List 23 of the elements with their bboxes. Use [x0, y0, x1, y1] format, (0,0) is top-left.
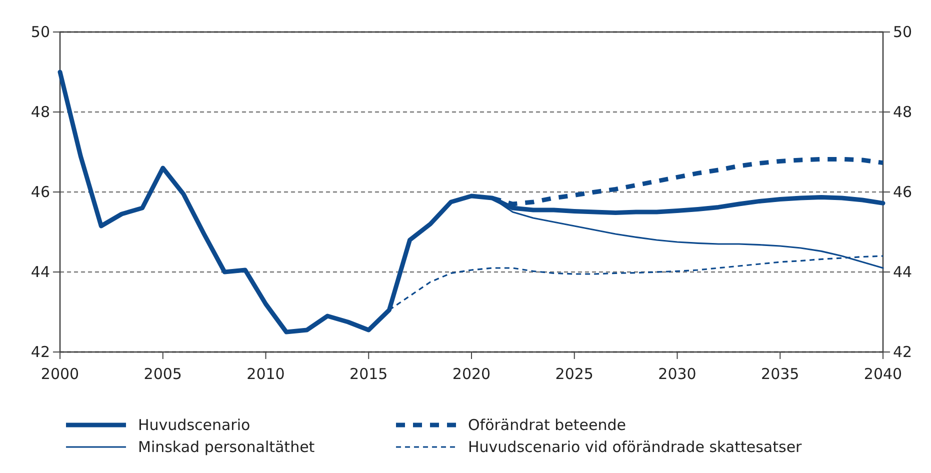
x-tick-label: 2025 [555, 365, 594, 383]
y2-tick-label: 46 [893, 183, 912, 201]
y-tick-label: 44 [30, 263, 50, 281]
x-tick-label: 2010 [246, 365, 285, 383]
y-tick-label: 50 [30, 23, 50, 41]
legend-label: Huvudscenario [138, 416, 250, 434]
x-tick-label: 2035 [761, 365, 800, 383]
y2-tick-label: 44 [893, 263, 912, 281]
x-tick-label: 2030 [658, 365, 696, 383]
y2-tick-label: 48 [893, 103, 912, 121]
y2-tick-label: 50 [893, 23, 912, 41]
x-tick-label: 2000 [40, 365, 80, 383]
legend-label: Minskad personaltäthet [138, 438, 315, 456]
y2-tick-label: 42 [893, 343, 912, 361]
y-tick-label: 46 [30, 183, 50, 201]
x-tick-label: 2005 [144, 365, 182, 383]
y-tick-label: 48 [30, 103, 50, 121]
x-tick-label: 2015 [350, 365, 388, 383]
legend-label: Oförändrat beteende [468, 416, 626, 434]
x-tick-label: 2040 [864, 365, 902, 383]
y-tick-label: 42 [30, 343, 50, 361]
x-tick-label: 2020 [452, 365, 491, 383]
legend-label: Huvudscenario vid oförändrade skattesatser [468, 438, 803, 456]
